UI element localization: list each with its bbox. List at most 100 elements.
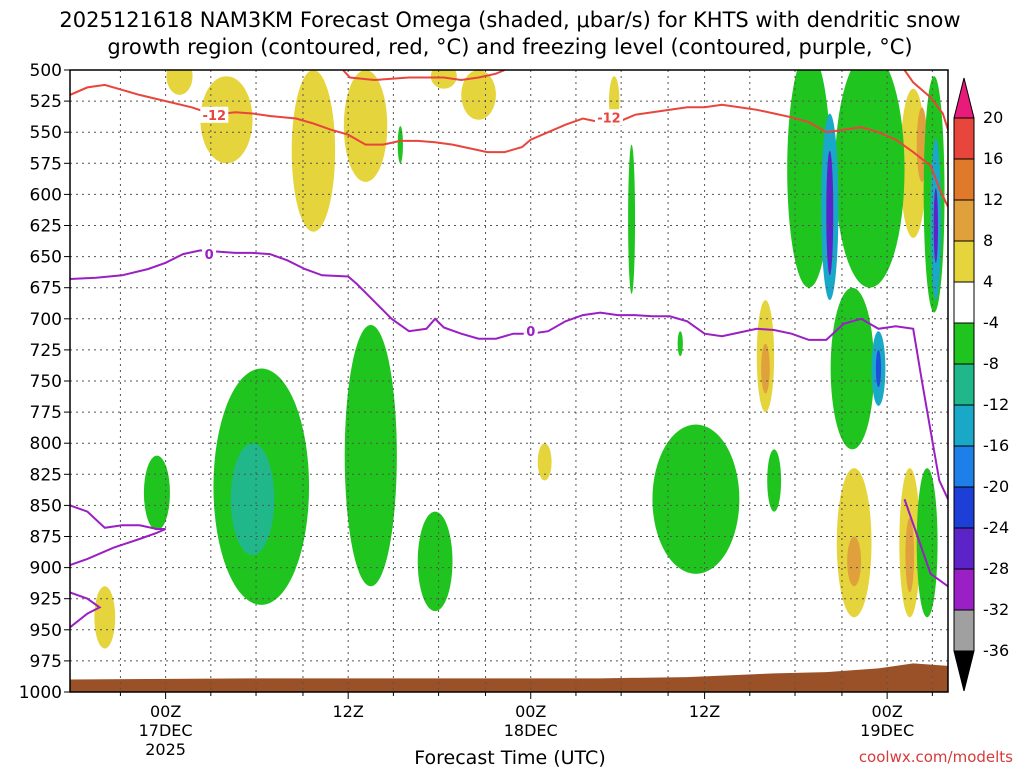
omega-region-orange: [761, 343, 770, 394]
omega-region-orange: [847, 536, 862, 587]
omega-region-yellow: [94, 586, 116, 649]
x-tick-date: 17DEC: [139, 721, 193, 740]
colorbar-tick-label: -20: [983, 477, 1009, 496]
y-tick-label: 600: [30, 185, 62, 205]
x-tick-label: 12Z: [689, 702, 720, 721]
y-tick-label: 875: [30, 528, 62, 548]
omega-region-green: [143, 455, 170, 531]
y-tick-label: 975: [30, 652, 62, 672]
colorbar-band: [953, 117, 975, 160]
colorbar-band: [953, 158, 975, 201]
y-tick-label: 500: [30, 61, 62, 81]
colorbar: 20 16 12 8 4 -4 -8 -12 -16 -20 -24 -28 -32 -36: [953, 77, 1009, 692]
y-tick-label: 675: [30, 279, 62, 299]
colorbar-tick-label: -28: [983, 559, 1009, 578]
contour-label-bg: [200, 106, 229, 123]
x-tick-year: 2025: [145, 740, 186, 759]
y-tick-label: 550: [30, 123, 62, 143]
omega-region-green: [417, 511, 453, 612]
y-tick-label: 900: [30, 559, 62, 579]
x-axis-label: Forecast Time (UTC): [414, 747, 605, 768]
contour-label-minus12: -12: [203, 109, 227, 124]
colorbar-bottom-arrow: [953, 650, 975, 692]
omega-region-green: [628, 144, 636, 294]
omega-region-blue: [875, 349, 882, 388]
credit-text: coolwx.com/modelts: [859, 748, 1013, 766]
omega-region-yellow: [291, 70, 336, 232]
contour-minus12-segment: [903, 70, 948, 131]
colorbar-tick-label: 16: [983, 149, 1003, 168]
y-tick-label: 625: [30, 217, 62, 237]
contour-minus12-line: [70, 83, 948, 208]
omega-region-green: [835, 70, 905, 288]
omega-region-green: [830, 287, 875, 450]
colorbar-tick-label: -16: [983, 436, 1009, 455]
x-tick-label: 12Z: [333, 702, 364, 721]
colorbar-tick-label: 8: [983, 231, 993, 250]
y-tick-label: 850: [30, 496, 62, 516]
omega-region-teal: [230, 443, 275, 556]
colorbar-tick-label: -36: [983, 641, 1009, 660]
x-tick-label: 00Z: [515, 702, 546, 721]
y-tick-label: 575: [30, 154, 62, 174]
contour-0-segment: [70, 504, 167, 567]
omega-region-yellow: [430, 70, 457, 89]
y-tick-label: 525: [30, 92, 62, 112]
contour-label-bg: [202, 246, 217, 263]
colorbar-band: [953, 568, 975, 611]
colorbar-tick-label: -12: [983, 395, 1009, 414]
omega-region-green: [397, 125, 403, 164]
colorbar-tick-label: -32: [983, 600, 1009, 619]
y-tick-label: 750: [30, 372, 62, 392]
contour-label-minus12: -12: [597, 111, 621, 126]
y-tick-label: 800: [30, 434, 62, 454]
colorbar-tick-label: -24: [983, 518, 1009, 537]
colorbar-band: [953, 322, 975, 365]
colorbar-tick-label: -8: [983, 354, 999, 373]
omega-region-green: [677, 331, 683, 357]
omega-region-green: [787, 70, 831, 288]
colorbar-band: [953, 281, 975, 324]
omega-region-yellow: [343, 70, 388, 182]
terrain-fill: [70, 663, 948, 692]
colorbar-band: [953, 363, 975, 406]
omega-region-green: [652, 424, 740, 574]
omega-region-yellow: [166, 70, 193, 95]
plot-clipped-layer: -12 -12 0 0: [70, 70, 948, 692]
y-tick-label: 650: [30, 248, 62, 268]
colorbar-band: [953, 404, 975, 447]
y-tick-label: 700: [30, 310, 62, 330]
y-tick-label: 825: [30, 465, 62, 485]
contour-label-bg: [523, 323, 538, 340]
omega-region-purple: [826, 150, 834, 276]
contour-0-segment: [903, 498, 948, 588]
contour-label-0: 0: [205, 248, 214, 263]
colorbar-tick-label: 20: [983, 108, 1003, 127]
x-tick-date: 18DEC: [504, 721, 558, 740]
chart-title-line2: growth region (contoured, red, °C) and f…: [107, 35, 912, 59]
x-tick-label: 00Z: [871, 702, 902, 721]
contour-minus12-segment: [342, 70, 506, 82]
omega-region-orange: [905, 517, 915, 593]
x-tick-date: 19DEC: [860, 721, 914, 740]
y-tick-label: 725: [30, 341, 62, 361]
y-tick-label: 775: [30, 403, 62, 423]
colorbar-top-arrow: [953, 77, 975, 119]
colorbar-band: [953, 609, 975, 652]
y-tick-label: 925: [30, 590, 62, 610]
colorbar-band: [953, 445, 975, 488]
contour-0-segment: [70, 591, 102, 629]
omega-region-yellow: [537, 443, 552, 481]
colorbar-tick-label: 4: [983, 272, 993, 291]
chart-title-line1: 2025121618 NAM3KM Forecast Omega (shaded…: [59, 8, 960, 32]
omega-region-yellow: [461, 70, 496, 120]
contour-label-0: 0: [526, 325, 535, 340]
omega-region-green: [767, 449, 782, 512]
colorbar-band: [953, 199, 975, 242]
colorbar-tick-label: -4: [983, 313, 999, 332]
x-tick-label: 00Z: [150, 702, 181, 721]
y-tick-label: 950: [30, 621, 62, 641]
colorbar-band: [953, 527, 975, 570]
y-tick-label: 1000: [19, 683, 62, 703]
